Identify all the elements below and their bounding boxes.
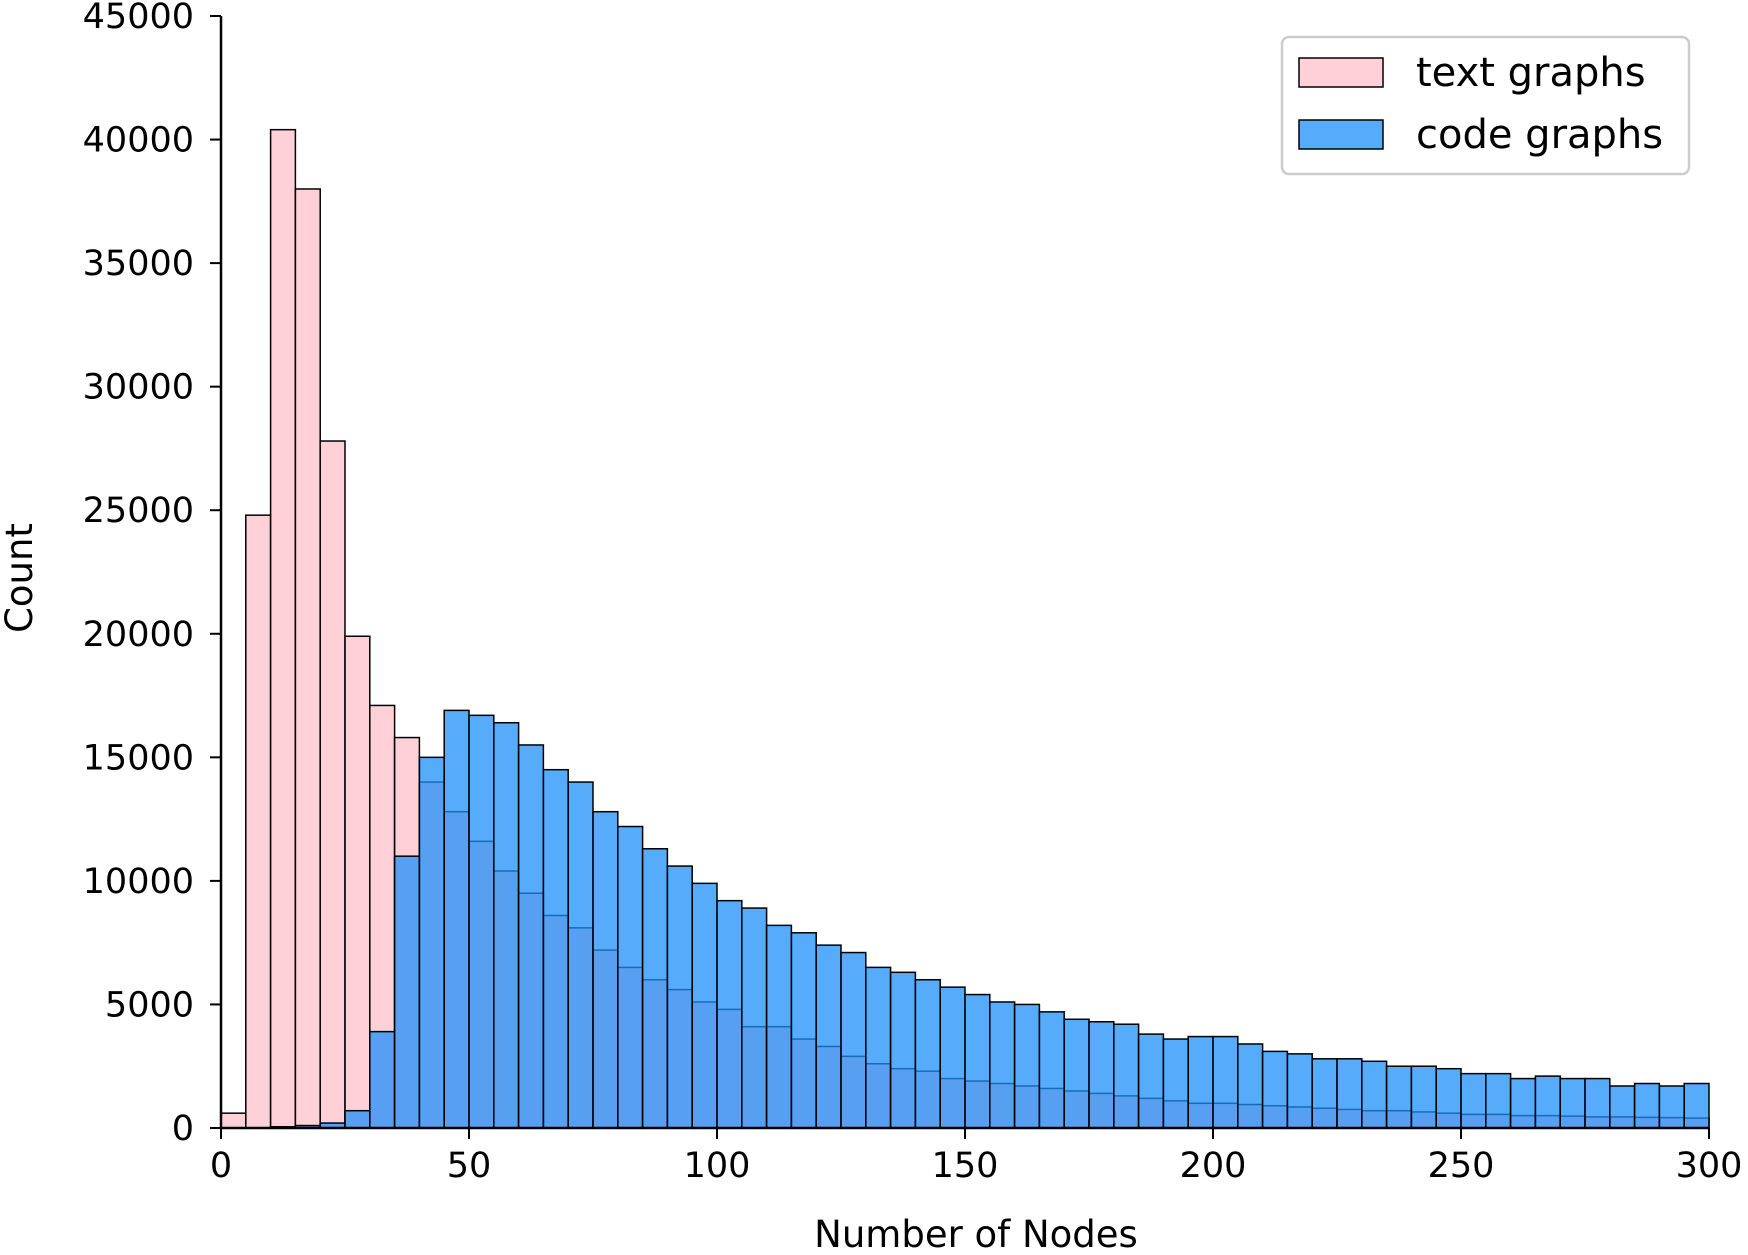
code-graphs-bar [1286,1053,1313,1129]
y-tick-label: 5000 [105,985,194,1025]
code-graphs-bar [1410,1065,1437,1129]
code-graphs-bar [641,848,669,1129]
text-graphs-bar [245,514,272,1129]
x-axis-label: Number of Nodes [814,1213,1138,1255]
legend-label-text-graphs: text graphs [1416,50,1646,96]
x-tick-label: 200 [1180,1146,1247,1186]
y-tick-label: 30000 [83,368,194,408]
code-graphs-bar [1013,1003,1041,1129]
code-graphs-bar [1311,1058,1338,1129]
code-graphs-bar [1435,1067,1462,1129]
code-graphs-bar [393,855,421,1129]
code-graphs-bar [1658,1085,1685,1129]
code-graphs-bar [1534,1075,1561,1129]
code-graphs-bar [964,993,991,1129]
code-graphs-bar [765,924,793,1129]
y-tick-label: 35000 [83,244,194,284]
code-graphs-bar [1609,1085,1636,1129]
x-tick-label: 100 [684,1146,751,1186]
legend: text graphs code graphs [1280,35,1691,176]
y-tick-label: 45000 [83,0,194,37]
x-tick-label: 0 [210,1146,232,1186]
code-graphs-bars [269,709,1710,1129]
y-axis-label: Count [0,523,41,633]
code-graphs-bar [741,907,768,1129]
code-graphs-bar [567,781,594,1129]
code-graphs-bar [716,899,743,1129]
code-graphs-bar [1336,1058,1363,1129]
code-graphs-bar [1584,1077,1611,1129]
x-tick-label: 300 [1676,1146,1743,1186]
code-graphs-bar [1633,1082,1661,1129]
y-tick-label: 10000 [83,862,194,902]
code-graphs-bar [889,971,917,1129]
code-graphs-bar [1212,1035,1239,1129]
text-graphs-bar [344,635,371,1129]
x-tick-label: 150 [932,1146,999,1186]
code-graphs-bar [1460,1072,1487,1129]
code-graphs-bar [865,966,892,1129]
code-graphs-bar [1485,1072,1512,1129]
y-tick-label: 20000 [83,615,194,655]
code-graphs-bar [1113,1023,1140,1129]
x-tick-label: 250 [1428,1146,1495,1186]
code-graphs-bar [840,951,867,1129]
code-graphs-bar [1261,1050,1289,1129]
code-graphs-bar [1237,1043,1264,1129]
text-graphs-bar [269,128,297,1129]
code-graphs-bar [1361,1060,1388,1129]
code-graphs-bar [1683,1082,1710,1129]
code-graphs-bar [914,978,941,1129]
code-graphs-bar [517,744,545,1129]
code-graphs-bar [1559,1077,1586,1129]
code-graphs-bar [939,986,966,1129]
code-graphs-bar [1509,1077,1537,1129]
code-graphs-bar [1137,1033,1165,1129]
code-graphs-bar [1038,1011,1065,1129]
code-graphs-bar [691,882,718,1129]
code-graphs-bar [1088,1020,1115,1129]
text-graphs-bar [294,188,321,1129]
code-graphs-bar [1162,1038,1189,1129]
legend-swatch-text-graphs [1298,57,1384,88]
code-graphs-bar [617,825,644,1129]
y-axis-ticks: 0 5000 10000 15000 20000 25000 30000 35000 40000… [83,0,221,1149]
text-graphs-bar [319,440,346,1129]
code-graphs-bar [790,932,817,1129]
legend-label-code-graphs: code graphs [1416,112,1663,158]
x-axis-ticks: 0 50 100 150 200 250 300 [210,1128,1743,1186]
code-graphs-bar [1385,1065,1413,1129]
legend-swatch-code-graphs [1298,119,1384,150]
code-graphs-bar [1187,1035,1214,1129]
x-tick-label: 50 [447,1146,492,1186]
y-tick-label: 40000 [83,121,194,161]
code-graphs-bar [592,810,619,1129]
code-graphs-bar [369,1030,396,1129]
code-graphs-bar [443,709,470,1129]
code-graphs-bar [1063,1018,1090,1129]
y-tick-label: 0 [172,1109,194,1149]
text-graphs-bar [220,1112,247,1129]
code-graphs-bar [989,1001,1016,1129]
y-tick-label: 25000 [83,491,194,531]
code-graphs-bar [493,721,520,1129]
code-graphs-bar [542,768,569,1129]
code-graphs-bar [666,865,693,1129]
code-graphs-bar [344,1109,371,1129]
code-graphs-bar [468,714,495,1129]
code-graphs-bar [418,756,445,1129]
code-graphs-bar [815,944,842,1129]
y-tick-label: 15000 [83,738,194,778]
